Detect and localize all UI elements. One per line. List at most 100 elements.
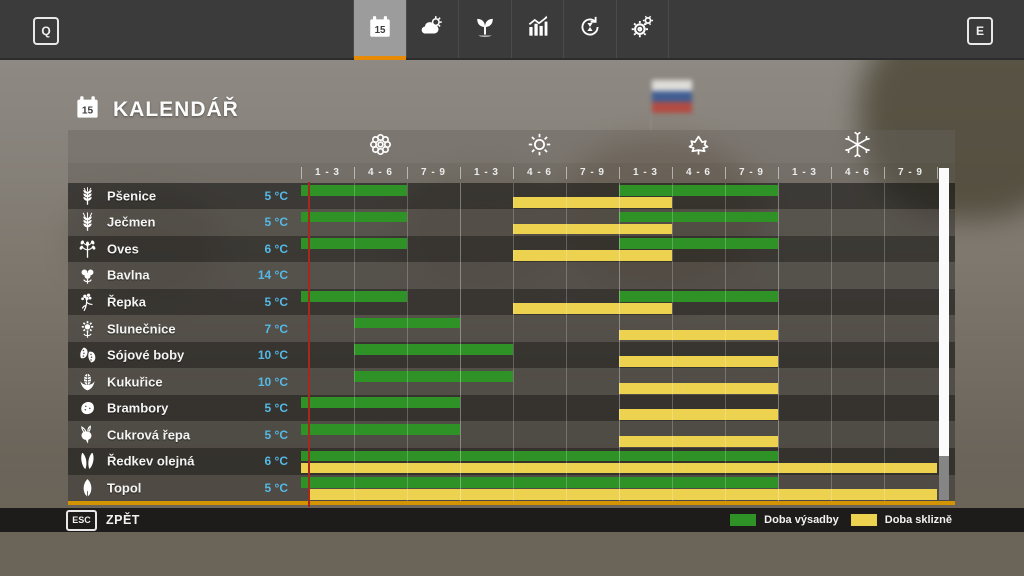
harvest-bar	[307, 489, 937, 500]
scrollbar[interactable]	[939, 168, 949, 500]
period-tick	[566, 167, 567, 179]
tab-statistics[interactable]	[510, 0, 564, 58]
current-date-line	[307, 181, 310, 508]
planting-bar	[354, 370, 513, 382]
tab-weather[interactable]	[405, 0, 459, 58]
key-hint-q[interactable]: Q	[33, 17, 59, 45]
germination-temperature: 14 °C	[257, 268, 288, 283]
grid-line	[672, 182, 673, 502]
sprout-icon	[472, 14, 498, 45]
sun-icon	[526, 131, 553, 163]
harvest-bar	[619, 436, 778, 447]
planting-bar	[619, 238, 778, 249]
radish-icon	[77, 451, 98, 472]
leaf-icon	[685, 131, 712, 163]
crop-timeline	[301, 342, 937, 369]
crop-timeline	[301, 236, 937, 263]
crop-label-cell: Kukuřice 10 °C	[68, 368, 301, 395]
weather-icon	[419, 14, 445, 45]
period-label: 1 - 3	[632, 167, 658, 179]
period-label: 1 - 3	[473, 167, 499, 179]
crop-row: Sójové boby 10 °C	[68, 341, 955, 369]
crop-label-cell: Ředkev olejná 6 °C	[68, 448, 301, 475]
calendar-icon: 15	[74, 94, 101, 126]
crop-row: Ředkev olejná 6 °C	[68, 448, 955, 475]
season-header-row	[68, 130, 955, 163]
key-hint-e[interactable]: E	[967, 17, 993, 45]
harvest-bar	[619, 382, 778, 394]
tab-settings[interactable]	[615, 0, 669, 58]
tab-crops[interactable]	[458, 0, 511, 58]
back-label: ZPĚT	[106, 513, 140, 527]
bottom-bar: ESC ZPĚT Doba výsadby Doba sklizně	[0, 508, 1024, 532]
page-title-bar: 15 KALENDÁŘ	[74, 94, 239, 126]
planting-bar	[619, 211, 778, 223]
crop-row: Cukrová řepa 5 °C	[68, 421, 955, 448]
sunflower-icon	[77, 318, 98, 339]
crop-row: Bavlna 14 °C	[68, 262, 955, 289]
tab-economy[interactable]	[563, 0, 616, 58]
crop-name: Slunečnice	[107, 321, 176, 337]
crop-row: Řepka 5 °C	[68, 288, 955, 316]
crop-row: Kukuřice 10 °C	[68, 368, 955, 395]
poplar-icon	[77, 477, 98, 498]
scrollbar-thumb[interactable]	[939, 168, 949, 456]
back-button[interactable]: ESC ZPĚT	[66, 508, 140, 532]
grid-line	[513, 182, 514, 502]
legend: Doba výsadby Doba sklizně	[730, 508, 952, 532]
crop-label-cell: Bavlna 14 °C	[68, 262, 301, 289]
crop-name: Sójové boby	[107, 347, 185, 363]
gear-icon	[629, 14, 655, 45]
period-tick	[672, 167, 673, 179]
crop-name: Pšenice	[107, 188, 157, 204]
crop-timeline	[301, 209, 937, 236]
harvest-bar	[513, 223, 672, 235]
planting-bar	[301, 397, 460, 409]
legend-swatch	[850, 514, 877, 526]
grid-line	[778, 182, 779, 502]
period-label: 4 - 6	[526, 167, 552, 179]
period-label: 4 - 6	[685, 167, 711, 179]
period-label: 7 - 9	[897, 167, 923, 179]
planting-bar	[301, 450, 778, 462]
germination-temperature: 6 °C	[264, 454, 288, 469]
period-label: 7 - 9	[579, 167, 605, 179]
calendar-panel: 1 - 3 4 - 6 7 - 9 1 - 3 4 - 6 7 - 9 1 - 3 4 - 6…	[68, 130, 955, 508]
barley-icon	[77, 212, 98, 233]
crop-timeline	[301, 315, 937, 342]
crop-label-cell: Slunečnice 7 °C	[68, 315, 301, 342]
season-header-spring	[301, 132, 460, 162]
planting-bar	[301, 238, 407, 249]
esc-key[interactable]: ESC	[66, 509, 97, 531]
grid-line	[407, 182, 408, 502]
flower-icon	[367, 131, 394, 163]
period-label: 1 - 3	[791, 167, 817, 179]
harvest-bar	[513, 250, 672, 261]
crop-name: Ředkev olejná	[107, 453, 195, 469]
planting-bar	[301, 211, 407, 223]
cotton-icon	[77, 265, 98, 286]
crop-name: Řepka	[107, 294, 147, 310]
menu-tabs: 15	[353, 0, 669, 60]
period-tick	[937, 167, 938, 179]
period-tick	[354, 167, 355, 179]
germination-temperature: 5 °C	[264, 480, 288, 495]
snowflake-icon	[844, 131, 871, 163]
grid-line	[460, 182, 461, 502]
crop-timeline	[301, 368, 937, 395]
crop-name: Ječmen	[107, 214, 156, 230]
top-menu-bar: Q 15 E	[0, 0, 1024, 60]
chart-icon	[525, 14, 551, 45]
crop-name: Topol	[107, 480, 142, 496]
potato-icon	[77, 398, 98, 419]
tab-calendar[interactable]: 15	[353, 0, 406, 60]
harvest-bar	[513, 303, 672, 314]
germination-temperature: 5 °C	[264, 188, 288, 203]
period-tick	[301, 167, 302, 179]
period-label: 1 - 3	[314, 167, 340, 179]
calendar-body: Pšenice 5 °C Ječmen 5 °C Oves 6 °C Bavlna 14 °C…	[68, 182, 955, 502]
germination-temperature: 10 °C	[257, 348, 288, 363]
harvest-bar	[619, 329, 778, 341]
period-label: 4 - 6	[844, 167, 870, 179]
legend-item: Doba výsadby	[730, 514, 839, 526]
